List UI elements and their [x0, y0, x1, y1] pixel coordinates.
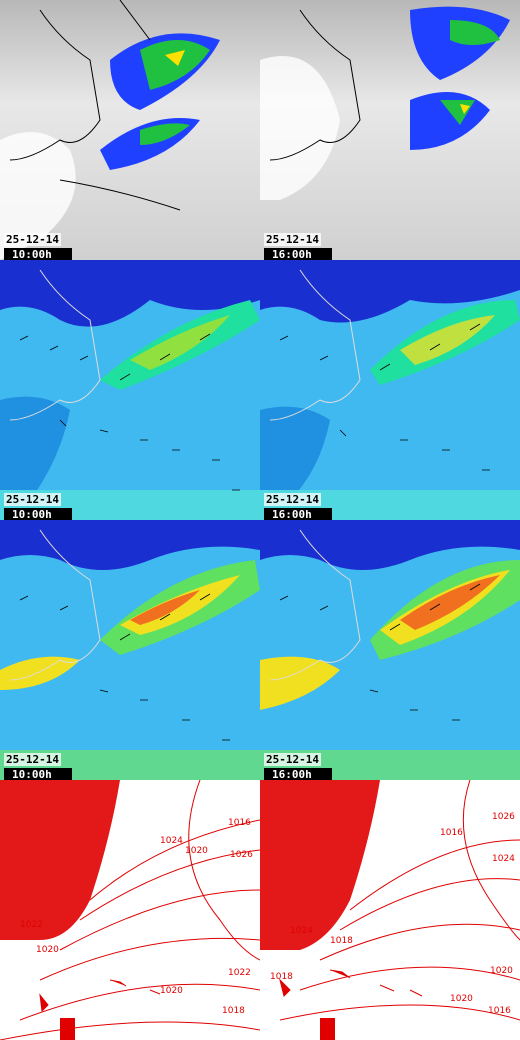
wind-map	[260, 260, 520, 520]
isobar-label: 1024	[160, 836, 183, 846]
time-label: 16:00h	[264, 248, 332, 260]
isobar-label: 1020	[185, 846, 208, 856]
isobar-map	[0, 780, 260, 1040]
pressure-panel-1000: 1022 1016 1026 1024 1020 1020 1022 1020 …	[0, 780, 260, 1040]
isobar-label: 1016	[440, 828, 463, 838]
time-label: 10:00h	[4, 248, 72, 260]
timestamp: 25-12-14 16:00h	[264, 748, 332, 780]
isobar-label: 1026	[492, 812, 515, 822]
date-label: 25-12-14	[4, 233, 61, 246]
timestamp: 25-12-14 16:00h	[264, 228, 332, 260]
time-label: 16:00h	[264, 768, 332, 780]
isobar-label: 1018	[330, 936, 353, 946]
date-label: 25-12-14	[4, 493, 61, 506]
time-label: 10:00h	[4, 768, 72, 780]
isobar-label: 1018	[270, 972, 293, 982]
isobar-label: 1020	[160, 986, 183, 996]
pressure-panel-1600: 1018 1026 1024 1024 1020 1016 1018 1020 …	[260, 780, 520, 1040]
upperwind-map	[260, 520, 520, 780]
timestamp: 25-12-14 10:00h	[4, 748, 72, 780]
precip-panel-1600: 25-12-14 16:00h	[260, 0, 520, 260]
time-label: 16:00h	[264, 508, 332, 520]
upperwind-map	[0, 520, 260, 780]
timestamp: 25-12-14 10:00h	[4, 488, 72, 520]
isobar-label: 1020	[490, 966, 513, 976]
precip-map	[0, 0, 260, 260]
date-label: 25-12-14	[264, 753, 321, 766]
isobar-label: 1020	[450, 994, 473, 1004]
isobar-label: 1022	[228, 968, 251, 978]
time-label: 10:00h	[4, 508, 72, 520]
isobar-label: 1020	[36, 945, 59, 955]
isobar-label: 1022	[20, 920, 43, 930]
precip-map	[260, 0, 520, 260]
isobar-label: 1016	[488, 1006, 511, 1016]
upperwind-panel-1600: 25-12-14 16:00h	[260, 520, 520, 780]
date-label: 25-12-14	[4, 753, 61, 766]
isobar-label: 1026	[230, 850, 253, 860]
isobar-label: 1016	[228, 818, 251, 828]
isobar-map	[260, 780, 520, 1040]
timestamp: 25-12-14 16:00h	[264, 488, 332, 520]
precip-panel-1000: 25-12-14 10:00h	[0, 0, 260, 260]
isobar-label: 1024	[492, 854, 515, 864]
wind-panel-1600: 25-12-14 16:00h	[260, 260, 520, 520]
isobar-label: 1024	[290, 926, 313, 936]
timestamp: 25-12-14 10:00h	[4, 228, 72, 260]
isobar-label: 1018	[222, 1006, 245, 1016]
wind-map	[0, 260, 260, 520]
wind-panel-1000: 25-12-14 10:00h	[0, 260, 260, 520]
date-label: 25-12-14	[264, 233, 321, 246]
upperwind-panel-1000: 25-12-14 10:00h	[0, 520, 260, 780]
date-label: 25-12-14	[264, 493, 321, 506]
